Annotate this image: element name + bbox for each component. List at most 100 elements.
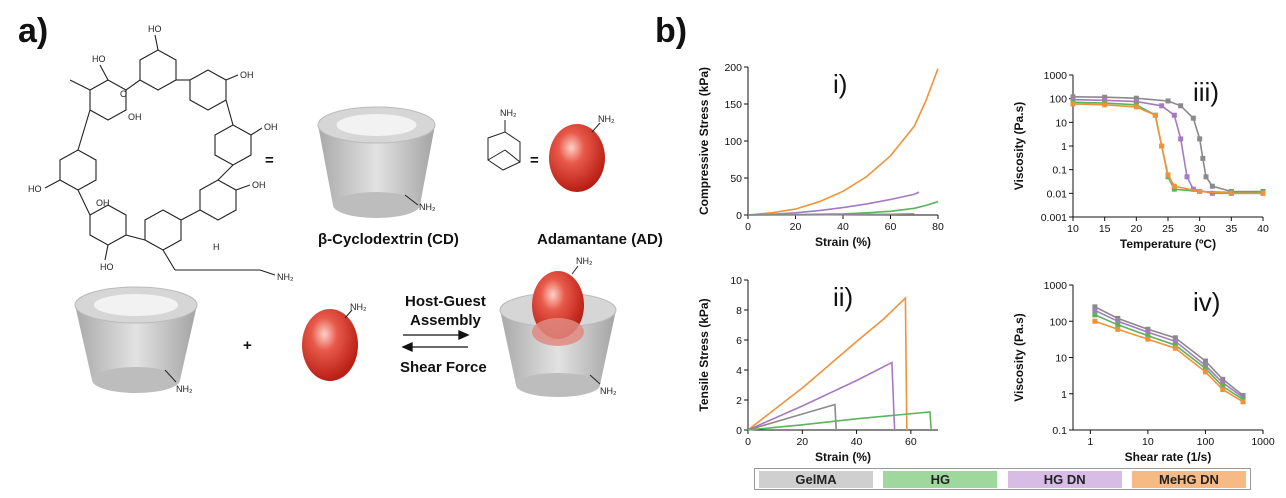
- y-axis-title: Viscosity (Pa.s): [1012, 313, 1026, 402]
- y-tick-label: 100: [724, 136, 742, 148]
- chem-label: NH₂: [350, 302, 367, 312]
- x-axis-title: Shear rate (1/s): [1125, 450, 1212, 464]
- data-point: [1178, 136, 1184, 142]
- equals-sign: =: [265, 152, 274, 169]
- x-tick-label: 60: [885, 221, 897, 233]
- series-line: [747, 213, 915, 216]
- series-line: [747, 68, 939, 216]
- data-point: [1070, 94, 1076, 100]
- legend-item-gelma: GelMA: [759, 470, 873, 488]
- data-point: [1240, 399, 1246, 405]
- data-point: [1197, 188, 1203, 194]
- data-point: [1102, 102, 1108, 108]
- x-tick-label: 1000: [1251, 436, 1275, 448]
- y-tick-label: 2: [736, 395, 742, 407]
- x-tick-label: 25: [1162, 223, 1174, 235]
- data-point: [1220, 380, 1226, 386]
- data-point: [1190, 186, 1196, 192]
- data-point: [1184, 174, 1190, 180]
- y-tick-label: 8: [736, 305, 742, 317]
- cyclodextrin-cup-icon: [317, 106, 436, 218]
- data-point: [1172, 335, 1178, 341]
- chem-label: OH: [128, 112, 142, 122]
- chem-label: NH₂: [176, 384, 193, 394]
- chem-label: HO: [28, 184, 42, 194]
- series-line: [747, 361, 896, 431]
- data-point: [1115, 322, 1121, 328]
- x-tick-label: 40: [851, 436, 863, 448]
- data-point: [1171, 186, 1177, 192]
- scheme-diagram: HO HO OH OH OH HO HO OH OH O H NH₂ = NH₂…: [28, 24, 663, 397]
- data-point: [1159, 103, 1165, 109]
- data-point: [1203, 174, 1209, 180]
- chem-label: OH: [96, 198, 110, 208]
- y-tick-label: 6: [736, 335, 742, 347]
- plus-sign: +: [243, 337, 252, 354]
- cd-label: β-Cyclodextrin (CD): [318, 231, 459, 248]
- chem-label: NH₂: [576, 256, 593, 266]
- arrow-label-top-2: Assembly: [410, 312, 482, 329]
- chart-compressive: 0 20 40 60 80 0 50 100 150 200 Strain (%) Compressi…: [697, 62, 944, 249]
- y-tick-label: 10: [1055, 117, 1067, 129]
- data-point: [1260, 190, 1266, 196]
- data-point: [1115, 326, 1121, 332]
- x-axis-title: Temperature (ºC): [1120, 237, 1216, 251]
- data-point: [1145, 326, 1151, 332]
- x-tick-label: 0: [745, 436, 751, 448]
- panel-label-a: a): [18, 12, 49, 50]
- y-tick-label: 4: [736, 365, 742, 377]
- series-line: [747, 296, 908, 431]
- x-tick-label: 20: [796, 436, 808, 448]
- y-tick-label: 1000: [1044, 70, 1068, 82]
- host-guest-complex-icon: [499, 265, 617, 397]
- chem-label: NH₂: [277, 272, 294, 282]
- y-tick-label: 1: [1061, 141, 1067, 153]
- data-point: [1070, 97, 1076, 103]
- chem-label: O: [120, 89, 127, 99]
- y-tick-label: 1: [1061, 389, 1067, 401]
- data-point: [1092, 312, 1098, 318]
- chart-tensile: 0 20 40 60 0 2 4 6 8 10 Strain (%) Tensile Stress (…: [697, 275, 938, 464]
- adamantane-ball-icon: [302, 309, 358, 381]
- x-tick-label: 15: [1099, 223, 1111, 235]
- data-point: [1115, 315, 1121, 321]
- y-tick-label: 0.01: [1047, 188, 1068, 200]
- y-tick-label: 200: [724, 62, 742, 74]
- data-point: [1178, 103, 1184, 109]
- y-tick-label: 10: [730, 275, 742, 287]
- y-axis-title: Viscosity (Pa.s): [1012, 102, 1026, 191]
- data-point: [1070, 101, 1076, 107]
- data-point: [1171, 112, 1177, 118]
- x-tick-label: 10: [1067, 223, 1079, 235]
- legend-item-hg: HG: [883, 470, 998, 488]
- y-tick-label: 50: [730, 173, 742, 185]
- y-tick-label: 1000: [1044, 280, 1068, 292]
- series-line: [1072, 96, 1263, 193]
- chem-label: NH₂: [419, 202, 436, 212]
- data-point: [1202, 358, 1208, 364]
- x-tick-label: 10: [1142, 436, 1154, 448]
- data-point: [1152, 112, 1158, 118]
- legend-item-hg-dn: HG DN: [1007, 470, 1122, 488]
- data-point: [1202, 365, 1208, 371]
- chem-label: NH₂: [600, 386, 617, 396]
- data-point: [1145, 329, 1151, 335]
- x-tick-label: 60: [905, 436, 917, 448]
- x-tick-label: 40: [837, 221, 849, 233]
- subpanel-numeral: iii): [1193, 77, 1219, 107]
- subpanel-numeral: i): [833, 69, 847, 99]
- axis-lines: [1072, 75, 1263, 218]
- data-point: [1209, 190, 1215, 196]
- y-tick-label: 100: [1049, 316, 1067, 328]
- x-tick-label: 30: [1194, 223, 1206, 235]
- data-point: [1200, 155, 1206, 161]
- axis-lines: [1072, 285, 1263, 431]
- data-point: [1165, 98, 1171, 104]
- cyclodextrin-cup-icon: [74, 286, 198, 393]
- data-point: [1145, 336, 1151, 342]
- data-point: [1220, 376, 1226, 382]
- arrow-label-bottom: Shear Force: [400, 359, 487, 376]
- data-point: [1145, 333, 1151, 339]
- chem-label: NH₂: [598, 114, 615, 124]
- data-point: [1159, 143, 1165, 149]
